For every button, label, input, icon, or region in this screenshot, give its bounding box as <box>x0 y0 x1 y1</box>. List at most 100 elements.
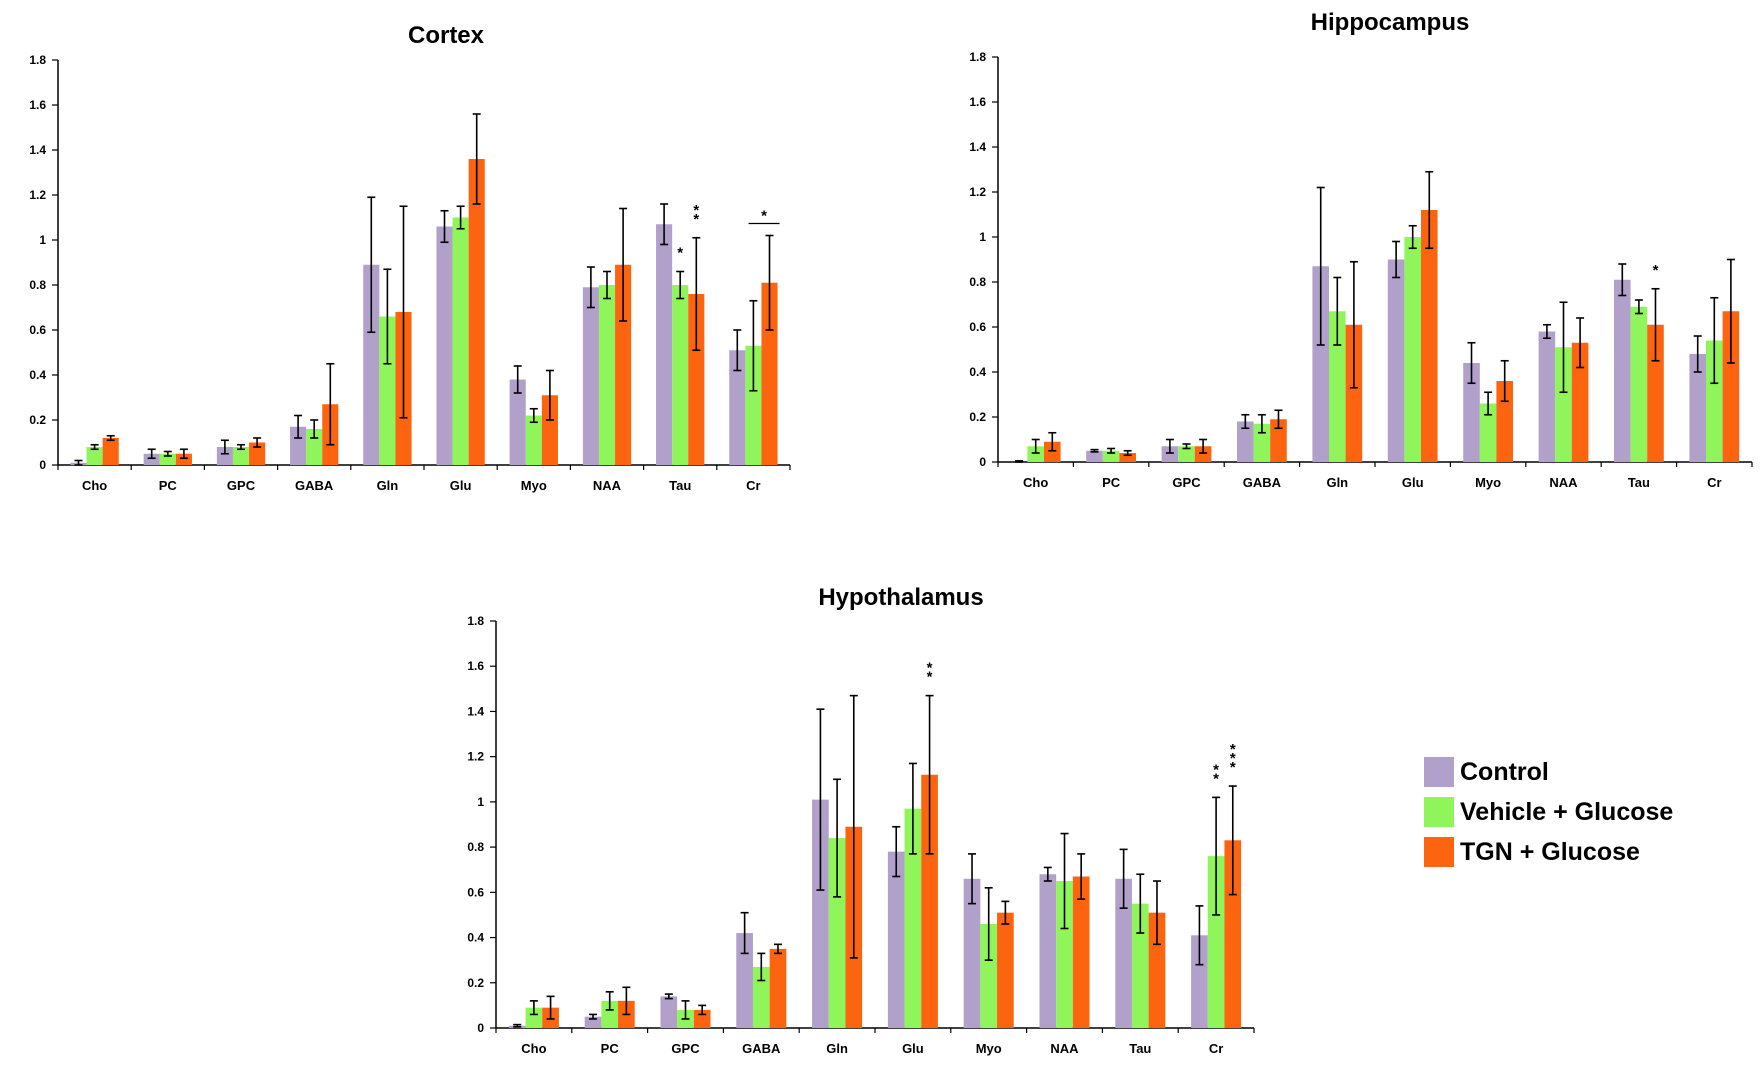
bar-control-myo <box>963 878 981 1028</box>
hippocampus-chart: Hippocampus 0 0.2 0.4 0.6 0.8 1 1.2 1.4 1.6 1.8 Cho… <box>969 9 1753 490</box>
bar-tgn-glucose-myo <box>997 912 1014 1028</box>
bar-control-gaba <box>1237 421 1254 462</box>
bar-control-myo <box>509 379 526 465</box>
x-tick-label-cr: Cr <box>746 478 760 493</box>
bar-control-gln <box>812 799 829 1028</box>
bar-tgn-glucose-tau <box>688 294 705 465</box>
bar-vehicle-glucose-pc <box>601 1000 619 1028</box>
bar-tgn-glucose-glu <box>921 774 938 1028</box>
bar-control-gpc <box>660 996 678 1028</box>
bar-vehicle-glucose-gpc <box>232 447 250 465</box>
significance-marker: * <box>927 669 933 686</box>
y-tick-label: 1.6 <box>467 659 484 673</box>
y-tick-label: 1 <box>39 233 46 247</box>
bar-tgn-glucose-naa <box>615 264 632 465</box>
bar-tgn-glucose-myo <box>541 395 558 465</box>
bar-vehicle-glucose-gln <box>379 316 396 465</box>
bar-control-gln <box>363 264 380 465</box>
y-tick-label: 0.8 <box>467 840 484 854</box>
x-tick-label-gpc: GPC <box>227 478 256 493</box>
bar-control-tau <box>656 224 673 465</box>
legend-swatch-vehicle-glucose <box>1424 797 1454 827</box>
legend-label-tgn-glucose: TGN + Glucose <box>1460 837 1640 866</box>
bar-vehicle-glucose-gaba <box>1253 423 1271 462</box>
bar-vehicle-glucose-gln <box>1329 311 1346 462</box>
x-tick-label-cho: Cho <box>1023 475 1048 490</box>
significance-marker: * <box>677 245 683 262</box>
x-tick-label-gaba: GABA <box>295 478 334 493</box>
y-tick-label: 0 <box>477 1021 484 1035</box>
y-tick-label: 1.2 <box>29 188 46 202</box>
bar-control-naa <box>1538 331 1556 462</box>
bar-control-cr <box>1689 354 1707 462</box>
bar-tgn-glucose-pc <box>175 453 192 465</box>
bar-control-tau <box>1115 878 1132 1028</box>
x-tick-label-pc: PC <box>1102 475 1121 490</box>
bar-tgn-glucose-tau <box>1148 912 1166 1028</box>
bar-vehicle-glucose-tau <box>1630 306 1648 462</box>
y-tick-label: 0.2 <box>969 410 986 424</box>
bar-vehicle-glucose-gln <box>828 838 846 1028</box>
y-tick-label: 1.4 <box>29 143 46 157</box>
y-tick-label: 1.6 <box>29 98 46 112</box>
y-tick-label: 0.2 <box>29 413 46 427</box>
x-tick-label-gln: Gln <box>826 1041 848 1056</box>
bar-control-tau <box>1614 279 1631 462</box>
bar-vehicle-glucose-tau <box>1131 903 1149 1028</box>
bar-tgn-glucose-cho <box>1043 441 1061 462</box>
y-tick-label: 0 <box>39 458 46 472</box>
bar-tgn-glucose-gpc <box>693 1009 711 1028</box>
hypothalamus-chart: Hypothalamus 0 0.2 0.4 0.6 0.8 1 1.2 1.4 1.6 1.8 Ch… <box>467 584 1255 1056</box>
y-tick-label: 0.2 <box>467 976 484 990</box>
x-tick-label-glu: Glu <box>902 1041 924 1056</box>
x-tick-label-myo: Myo <box>976 1041 1002 1056</box>
bar-vehicle-glucose-cho <box>86 447 103 465</box>
y-tick-label: 1 <box>979 230 986 244</box>
bar-vehicle-glucose-cr <box>745 345 762 465</box>
significance-marker: * <box>761 208 767 225</box>
chart-title: Hippocampus <box>1311 9 1470 36</box>
significance-marker: * <box>1213 761 1219 778</box>
bar-vehicle-glucose-myo <box>1479 403 1497 462</box>
y-tick-label: 0.8 <box>969 275 986 289</box>
x-tick-label-cho: Cho <box>82 478 107 493</box>
x-tick-label-tau: Tau <box>669 478 691 493</box>
y-tick-label: 0.4 <box>29 368 46 382</box>
x-tick-label-myo: Myo <box>1475 475 1501 490</box>
x-tick-label-gln: Gln <box>377 478 399 493</box>
bar-vehicle-glucose-pc <box>159 453 176 465</box>
significance-marker: * <box>1653 262 1659 279</box>
x-tick-label-cho: Cho <box>521 1041 546 1056</box>
x-tick-label-glu: Glu <box>1402 475 1424 490</box>
bar-vehicle-glucose-naa <box>1555 347 1572 462</box>
x-tick-label-glu: Glu <box>450 478 472 493</box>
x-tick-label-naa: NAA <box>1050 1041 1079 1056</box>
bar-control-cr <box>1191 935 1208 1028</box>
bar-tgn-glucose-gaba <box>1270 419 1287 462</box>
bar-tgn-glucose-myo <box>1496 381 1513 462</box>
bar-tgn-glucose-cr <box>1722 311 1740 462</box>
bar-control-naa <box>1039 874 1057 1028</box>
bar-control-gpc <box>216 447 233 465</box>
bar-control-glu <box>887 851 905 1028</box>
y-tick-label: 0.6 <box>29 323 46 337</box>
bar-vehicle-glucose-gaba <box>306 429 323 465</box>
y-tick-label: 0.6 <box>969 320 986 334</box>
y-tick-label: 1.8 <box>969 50 986 64</box>
bar-vehicle-glucose-tau <box>672 285 689 465</box>
significance-marker: * <box>1230 750 1236 767</box>
y-tick-label: 1.4 <box>969 140 986 154</box>
bar-tgn-glucose-cr <box>761 282 778 465</box>
x-tick-label-gpc: GPC <box>671 1041 700 1056</box>
bar-tgn-glucose-naa <box>1072 876 1090 1028</box>
bar-tgn-glucose-gpc <box>249 442 266 465</box>
bar-control-myo <box>1463 363 1480 462</box>
legend-swatch-control <box>1424 757 1454 787</box>
bar-vehicle-glucose-myo <box>980 923 998 1028</box>
x-tick-label-naa: NAA <box>593 478 622 493</box>
significance-marker: * <box>693 211 699 228</box>
x-tick-label-tau: Tau <box>1129 1041 1151 1056</box>
cortex-chart: Cortex 0 0.2 0.4 0.6 0.8 1 1.2 1.4 1.6 1.8 Cho PC GPC… <box>29 22 791 493</box>
x-tick-label-myo: Myo <box>521 478 547 493</box>
bar-tgn-glucose-cho <box>102 438 119 465</box>
